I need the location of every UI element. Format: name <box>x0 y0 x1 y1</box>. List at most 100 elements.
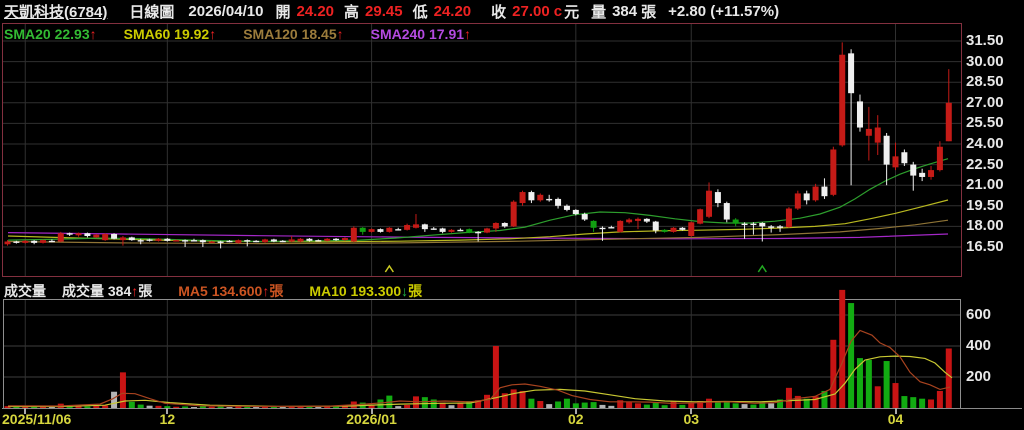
volume-bar <box>643 404 650 408</box>
candle <box>412 214 419 229</box>
candle <box>155 238 162 242</box>
candle <box>928 165 935 180</box>
candle <box>617 220 624 233</box>
volume-bar <box>785 387 792 408</box>
volume-bar <box>848 303 855 408</box>
volume-chart-svg[interactable] <box>3 285 1024 409</box>
volume-bar <box>697 401 704 408</box>
candle <box>510 200 517 228</box>
stock-name-link[interactable]: 天凱科技(6784) <box>4 3 108 21</box>
candle <box>404 223 411 231</box>
price-axis-label: 31.50 <box>966 32 1004 49</box>
volume-bar <box>732 403 739 408</box>
volume-bar <box>75 406 82 408</box>
volume-bar <box>324 406 331 408</box>
volume-bar <box>306 406 313 408</box>
sma120-line <box>7 219 949 245</box>
volume-bar <box>439 402 446 408</box>
volume-bar <box>253 407 260 408</box>
candle <box>288 236 295 243</box>
volume-bar <box>652 403 659 408</box>
candle <box>102 233 109 241</box>
trend-arrow-icon: ↑ <box>262 283 270 299</box>
trend-arrow-icon: ↑ <box>209 26 217 42</box>
volume-bar <box>759 402 766 408</box>
volume-bar <box>235 406 242 408</box>
candle <box>244 239 251 247</box>
volume-bar <box>377 399 384 408</box>
volume-bar <box>945 348 952 408</box>
volume-bar <box>404 404 411 408</box>
volume-bar <box>803 398 810 408</box>
sma-legend-item: SMA120 18.45↑ <box>243 26 344 42</box>
x-axis-line <box>2 408 1022 409</box>
volume-bar <box>155 405 162 408</box>
candle <box>430 227 437 230</box>
candle <box>714 189 721 208</box>
x-axis-tick <box>24 408 27 414</box>
candle <box>945 69 952 142</box>
candle <box>563 204 570 212</box>
trend-arrow-icon: ↑ <box>131 283 139 299</box>
candle <box>262 238 269 243</box>
sma-legend-item: SMA20 22.93↑ <box>4 26 97 42</box>
sma-legend-item: SMA60 19.92↑ <box>123 26 217 42</box>
price-axis-label: 19.50 <box>966 196 1004 214</box>
volume-bar <box>661 405 668 408</box>
candle <box>466 228 473 234</box>
candle <box>777 225 784 232</box>
low-label: 低 <box>412 3 428 21</box>
open-label: 開 <box>275 3 291 21</box>
close-label: 收 <box>491 3 507 21</box>
candle <box>484 227 491 234</box>
price-axis-label: 28.50 <box>966 73 1004 91</box>
volume-bar <box>137 404 144 408</box>
price-chart-svg[interactable] <box>3 24 961 276</box>
chart-type-label[interactable]: 日線圖 <box>129 3 175 21</box>
volume-bar <box>856 358 863 408</box>
volume-bar <box>333 406 340 408</box>
volume-bar <box>723 402 730 408</box>
trend-arrow-icon: ↑ <box>336 26 344 42</box>
candle <box>848 49 855 186</box>
candle <box>599 226 606 241</box>
candle <box>750 222 757 235</box>
price-axis-label: 24.00 <box>966 135 1004 152</box>
volume-bar <box>84 406 91 408</box>
volume-bar <box>528 398 535 408</box>
volume-bar <box>421 397 428 408</box>
volume-bar <box>262 406 269 408</box>
candle <box>626 218 633 224</box>
candle <box>173 239 180 242</box>
price-axis-label: 16.50 <box>966 238 1004 255</box>
candle <box>581 212 588 221</box>
volume-bar <box>714 401 721 408</box>
volume-bar <box>288 406 295 408</box>
volume-bar <box>146 405 153 408</box>
volume-bar <box>368 404 375 408</box>
volume-legend-row: 成交量 成交量 384↑張 MA5 134.600↑張 MA10 193.300↓張 <box>4 281 448 301</box>
volume-bar <box>510 389 517 408</box>
candle <box>448 229 455 233</box>
volume-bar <box>119 372 126 408</box>
candle <box>457 228 464 232</box>
price-axis-label: 30.00 <box>966 52 1004 70</box>
trend-arrow-icon: ↓ <box>401 283 409 299</box>
volume-bar <box>741 404 748 408</box>
high-label: 高 <box>344 3 360 21</box>
candle <box>812 183 819 202</box>
candle <box>732 218 739 227</box>
volume-bar <box>226 407 233 408</box>
candle <box>208 240 215 243</box>
low-value: 24.20 <box>433 2 472 20</box>
volume-bar <box>590 402 597 408</box>
candle <box>892 142 899 171</box>
date-value: 2026/04/10 <box>188 2 264 20</box>
volume-bar <box>190 407 197 408</box>
volume-bar <box>519 390 526 408</box>
candle <box>235 239 242 244</box>
volume-bar <box>928 399 935 408</box>
candle <box>910 161 917 191</box>
candle <box>439 227 446 234</box>
